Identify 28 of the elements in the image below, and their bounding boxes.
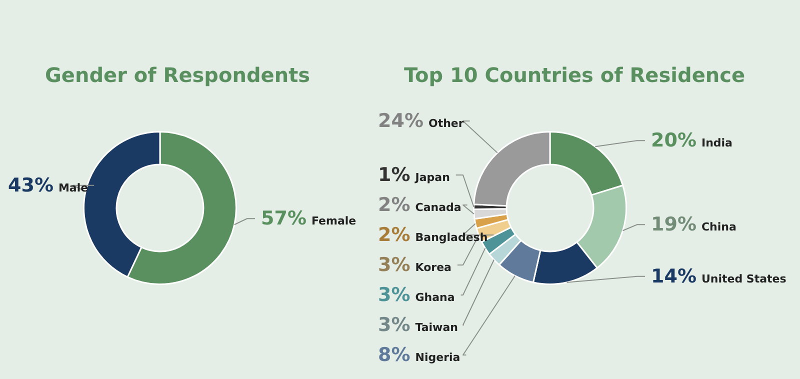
data-label: 24% bbox=[378, 110, 424, 132]
data-label: 3% bbox=[378, 254, 410, 276]
slice-label: Ghana bbox=[415, 291, 455, 304]
slice-label: Bangladesh bbox=[415, 231, 488, 244]
chart-title: Top 10 Countries of Residence bbox=[404, 63, 746, 87]
data-label: 14% bbox=[651, 265, 696, 288]
slice-label: Other bbox=[428, 117, 464, 130]
slice-label: Female bbox=[311, 214, 356, 228]
chart-title: Gender of Respondents bbox=[44, 63, 310, 87]
data-label: 19% bbox=[651, 214, 696, 236]
data-label: 3% bbox=[378, 284, 410, 306]
slice-label: Japan bbox=[414, 171, 450, 184]
slice-label: Nigeria bbox=[415, 351, 460, 364]
data-label: 57% bbox=[261, 208, 306, 230]
slice-label: United States bbox=[701, 272, 787, 286]
data-label: 43% bbox=[8, 174, 54, 196]
data-label: 3% bbox=[378, 314, 410, 336]
data-label: 2% bbox=[378, 224, 410, 246]
slice-label: Korea bbox=[415, 261, 452, 274]
slice-label: Canada bbox=[415, 201, 462, 214]
slice-label: Taiwan bbox=[415, 321, 458, 334]
slice-label: China bbox=[701, 220, 736, 234]
slice-label: India bbox=[701, 136, 732, 150]
slice-label: Male bbox=[58, 181, 88, 194]
data-label: 2% bbox=[378, 194, 410, 216]
data-label: 20% bbox=[651, 130, 696, 152]
data-label: 8% bbox=[378, 344, 410, 366]
data-label: 1% bbox=[378, 164, 410, 186]
